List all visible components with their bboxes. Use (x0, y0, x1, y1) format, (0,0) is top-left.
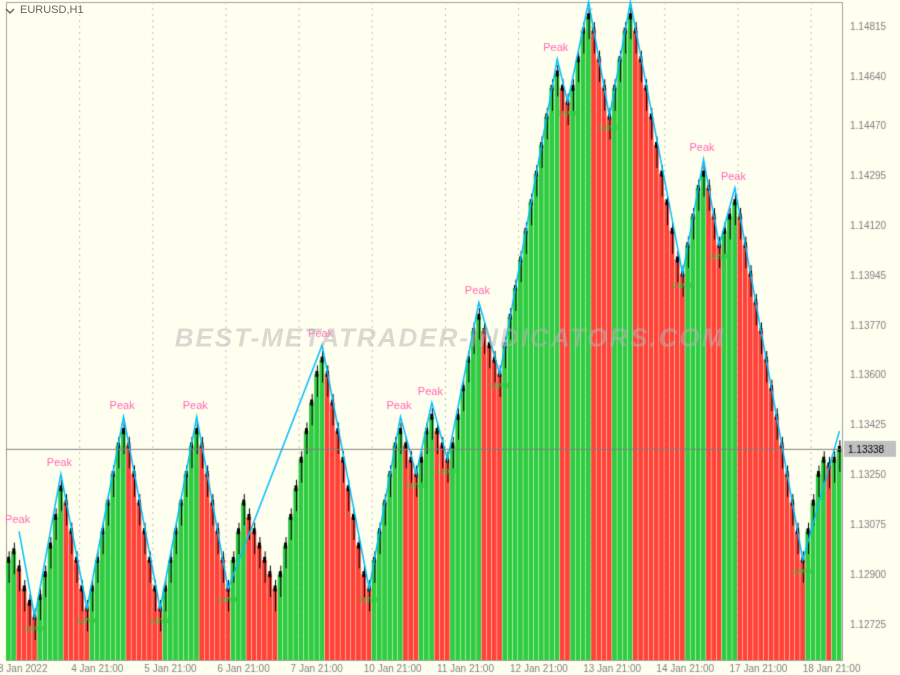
chart-container: EURUSD,H1 BEST-METATRADER-INDICATORS.COM (0, 0, 900, 675)
price-chart-canvas[interactable] (0, 0, 900, 675)
